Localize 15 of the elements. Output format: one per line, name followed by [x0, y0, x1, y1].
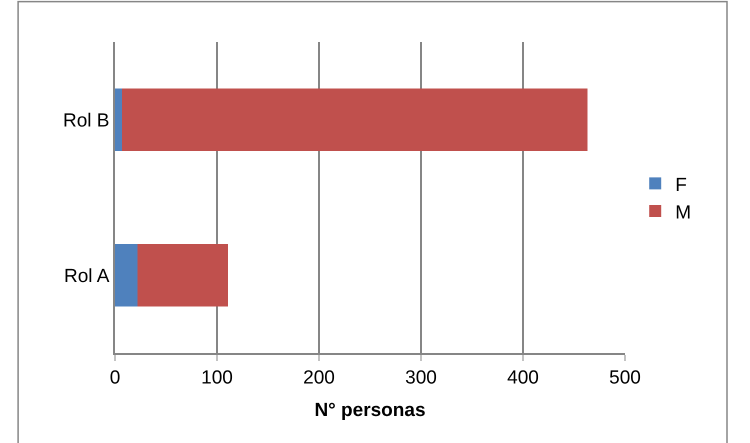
x-tick-label: 100 [201, 368, 233, 389]
x-tick-label: 400 [507, 368, 539, 389]
bar [115, 244, 138, 306]
x-tick-label: 500 [609, 368, 641, 389]
bar [122, 88, 588, 151]
y-tick-label: Rol A [64, 266, 110, 287]
legend-label: F [675, 174, 687, 196]
y-tick-label: Rol B [62, 110, 110, 132]
legend-label: M [675, 202, 692, 224]
bar [137, 244, 228, 306]
x-tick-label: 300 [405, 368, 437, 389]
x-tick-label: 200 [303, 368, 335, 389]
bar [115, 88, 122, 151]
x-tick-label: 0 [110, 368, 120, 389]
x-axis-title: N° personas [314, 400, 426, 421]
